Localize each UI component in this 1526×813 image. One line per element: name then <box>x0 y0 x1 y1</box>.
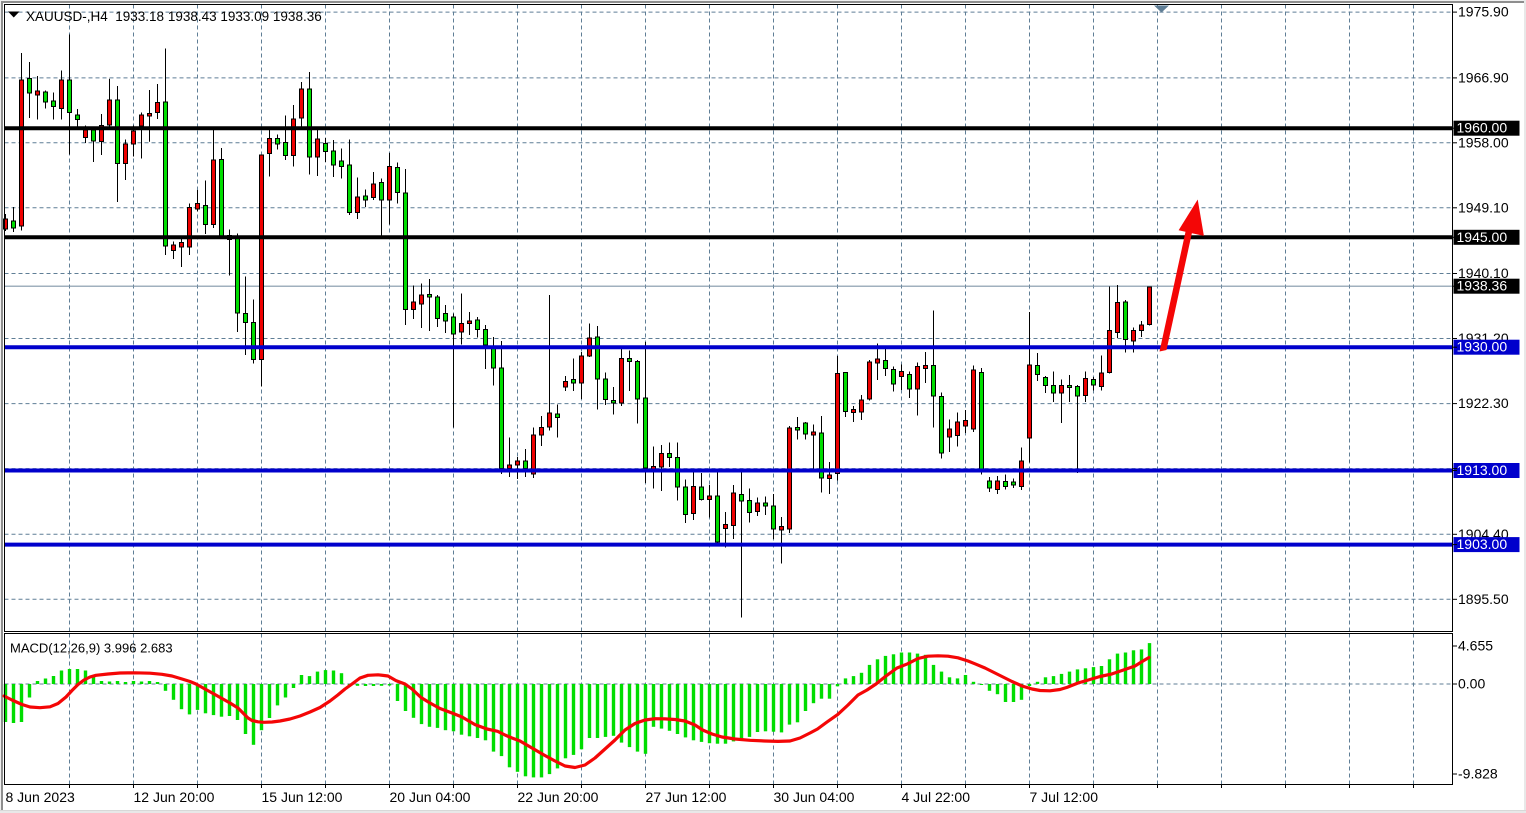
svg-text:22 Jun 20:00: 22 Jun 20:00 <box>518 789 599 805</box>
svg-text:0.00: 0.00 <box>1458 676 1485 692</box>
svg-text:4 Jul 22:00: 4 Jul 22:00 <box>902 789 971 805</box>
svg-text:7 Jul 12:00: 7 Jul 12:00 <box>1030 789 1099 805</box>
svg-text:1922.30: 1922.30 <box>1458 395 1509 411</box>
svg-text:-9.828: -9.828 <box>1458 766 1498 782</box>
svg-text:20 Jun 04:00: 20 Jun 04:00 <box>390 789 471 805</box>
svg-text:1945.00: 1945.00 <box>1457 229 1508 245</box>
svg-text:1895.50: 1895.50 <box>1458 591 1509 607</box>
svg-text:1949.10: 1949.10 <box>1458 199 1509 215</box>
svg-text:XAUUSD-,H4 1933.18 1938.43 19: XAUUSD-,H4 1933.18 1938.43 1933.09 1938.… <box>26 9 322 24</box>
svg-text:1913.00: 1913.00 <box>1457 462 1508 478</box>
svg-text:12 Jun 20:00: 12 Jun 20:00 <box>134 789 215 805</box>
svg-text:1940.10: 1940.10 <box>1458 265 1509 281</box>
svg-text:30 Jun 04:00: 30 Jun 04:00 <box>774 789 855 805</box>
svg-text:1960.00: 1960.00 <box>1457 120 1508 136</box>
svg-text:15 Jun 12:00: 15 Jun 12:00 <box>262 789 343 805</box>
svg-text:1958.00: 1958.00 <box>1458 134 1509 150</box>
svg-text:27 Jun 12:00: 27 Jun 12:00 <box>646 789 727 805</box>
svg-text:1938.36: 1938.36 <box>1457 278 1508 294</box>
svg-text:8 Jun 2023: 8 Jun 2023 <box>6 789 75 805</box>
svg-text:1975.90: 1975.90 <box>1458 4 1509 20</box>
svg-text:1966.90: 1966.90 <box>1458 69 1509 85</box>
svg-text:1930.00: 1930.00 <box>1457 339 1508 355</box>
svg-text:MACD(12,26,9) 3.996 2.683: MACD(12,26,9) 3.996 2.683 <box>10 641 173 656</box>
svg-text:1903.00: 1903.00 <box>1457 536 1508 552</box>
svg-text:4.655: 4.655 <box>1458 638 1493 654</box>
